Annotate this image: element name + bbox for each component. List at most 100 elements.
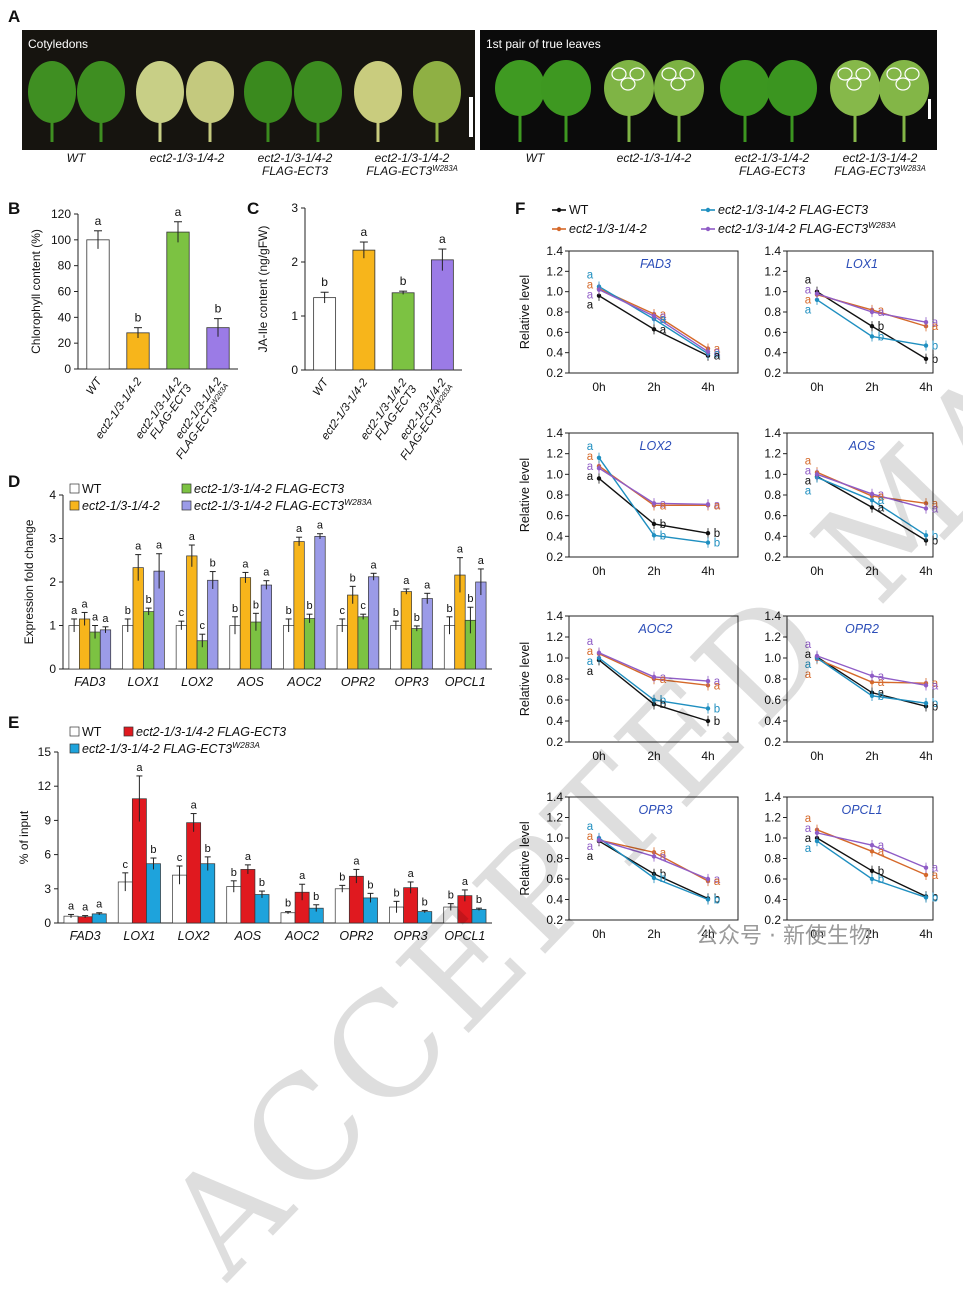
label-superscript: W283A	[900, 164, 926, 173]
significance-letter: a	[805, 295, 812, 307]
significance-letter: c	[200, 620, 206, 632]
label-text: ect2-1/3-1/4-2	[617, 151, 692, 165]
significance-letter: a	[296, 523, 303, 535]
bar	[239, 577, 252, 670]
significance-letter: b	[367, 879, 373, 891]
cotyledon-genotype-label: ect2-1/3-1/4-2 FLAG-ECT3	[258, 151, 333, 178]
true-leaf-genotype-label: ect2-1/3-1/4-2 FLAG-ECT3W283A	[834, 151, 926, 178]
significance-letter: b	[714, 716, 720, 728]
lesion-circle	[661, 67, 677, 81]
significance-letter: a	[878, 489, 885, 501]
significance-letter: b	[714, 528, 720, 540]
significance-letter: a	[714, 347, 721, 359]
legend-marker	[556, 226, 562, 232]
y-tick-label: 0.6	[546, 693, 563, 707]
bar	[368, 576, 380, 670]
significance-letter: a	[805, 465, 812, 477]
data-point	[923, 356, 929, 361]
y-tick-label: 0	[44, 916, 51, 930]
label-line: FLAG-ECT3	[739, 164, 805, 178]
significance-letter: a	[457, 544, 464, 556]
significance-letter: c	[177, 852, 183, 864]
bar	[347, 594, 359, 670]
data-point	[651, 501, 657, 506]
scale-bar	[928, 99, 931, 119]
y-tick-label: 0.2	[764, 366, 781, 380]
y-tick-label: 0.4	[764, 529, 781, 543]
legend-superscript: W283A	[232, 740, 260, 750]
significance-letter: a	[587, 636, 594, 648]
label-line: WT	[67, 151, 87, 165]
significance-letter: a	[96, 899, 103, 911]
data-point	[923, 533, 929, 538]
data-point	[651, 674, 657, 680]
data-point	[923, 319, 929, 325]
legend-superscript: W283A	[868, 220, 896, 230]
y-tick-label: 120	[51, 207, 71, 221]
x-tick-label: 2h	[647, 380, 660, 394]
significance-letter: a	[805, 669, 812, 681]
legend-marker	[556, 207, 562, 213]
data-point	[869, 673, 875, 679]
y-tick-label: 0.2	[764, 735, 781, 749]
significance-letter: a	[932, 321, 939, 333]
data-point	[923, 343, 929, 348]
significance-letter: a	[587, 471, 594, 483]
gene-label: FAD3	[70, 929, 101, 943]
significance-letter: a	[805, 833, 812, 845]
y-tick-label: 15	[38, 745, 52, 759]
legend-label: ect2-1/3-1/4-2 FLAG-ECT3	[718, 203, 868, 217]
data-point	[923, 506, 929, 511]
panel-B-chart: 0 20 40 60 80 100 120 Chlorophyll content (%) a W…	[29, 205, 238, 461]
significance-letter: a	[317, 520, 324, 532]
x-tick-label: 4h	[701, 749, 714, 763]
data-point	[705, 706, 711, 711]
significance-letter: b	[313, 891, 319, 903]
significance-letter: a	[587, 831, 594, 843]
true-leaf	[495, 60, 545, 116]
gene-label: AOS	[234, 929, 262, 943]
y-tick-label: 4	[49, 488, 56, 502]
cotyledon-leaf	[136, 61, 184, 123]
gene-title: OPR3	[638, 803, 672, 817]
significance-letter: b	[714, 895, 720, 907]
x-tick-label: 4h	[919, 927, 932, 941]
x-tick-label: 0h	[810, 380, 823, 394]
gene-title: LOX1	[846, 257, 878, 271]
significance-letter: b	[476, 894, 482, 906]
y-tick-label: 1.2	[764, 447, 781, 461]
x-tick-label: 2h	[865, 749, 878, 763]
significance-letter: a	[175, 205, 182, 219]
data-point	[869, 876, 875, 882]
data-point	[596, 837, 602, 843]
data-point	[705, 349, 711, 354]
data-point	[705, 502, 711, 507]
significance-letter: b	[285, 898, 291, 910]
gene-label: AOC2	[284, 929, 319, 943]
significance-letter: a	[189, 531, 196, 543]
y-tick-label: 0.8	[546, 672, 563, 686]
significance-letter: a	[878, 495, 885, 507]
significance-letter: a	[660, 498, 667, 510]
significance-letter: b	[253, 599, 259, 611]
x-tick-label: 0h	[592, 927, 605, 941]
y-tick-label: 1.4	[546, 609, 563, 623]
significance-letter: b	[714, 703, 720, 715]
y-tick-label: 60	[58, 285, 72, 299]
significance-letter: a	[587, 441, 594, 453]
significance-letter: a	[299, 870, 306, 882]
y-tick-label: 1.0	[546, 467, 563, 481]
y-tick-label: 1.2	[764, 264, 781, 278]
significance-letter: a	[805, 659, 812, 671]
lesion-circle	[611, 67, 627, 81]
gene-title: LOX2	[640, 439, 672, 453]
significance-letter: a	[587, 290, 594, 302]
data-point	[705, 876, 711, 882]
data-point	[705, 531, 711, 536]
bar	[143, 611, 155, 670]
bar	[352, 249, 376, 371]
x-tick-label: 0h	[810, 927, 823, 941]
panel-letter-F: F	[515, 199, 525, 218]
lesion-circle	[855, 67, 871, 81]
x-tick-label: 0h	[810, 564, 823, 578]
